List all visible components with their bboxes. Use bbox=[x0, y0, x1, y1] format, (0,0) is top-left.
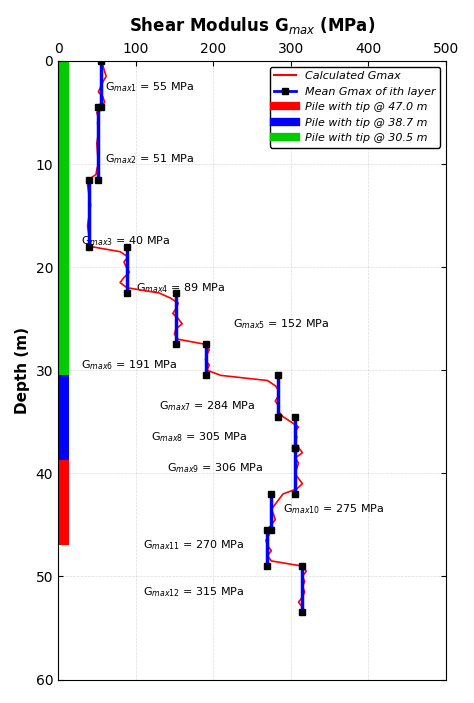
Text: G$_{max11}$ = 270 MPa: G$_{max11}$ = 270 MPa bbox=[143, 538, 245, 553]
Text: G$_{max2}$ = 51 MPa: G$_{max2}$ = 51 MPa bbox=[105, 152, 194, 166]
Text: G$_{max4}$ = 89 MPa: G$_{max4}$ = 89 MPa bbox=[136, 281, 225, 295]
Text: G$_{max6}$ = 191 MPa: G$_{max6}$ = 191 MPa bbox=[82, 359, 178, 372]
Text: G$_{max3}$ = 40 MPa: G$_{max3}$ = 40 MPa bbox=[82, 235, 171, 248]
Y-axis label: Depth (m): Depth (m) bbox=[15, 327, 30, 414]
Bar bbox=[58, 460, 69, 546]
Text: G$_{max5}$ = 152 MPa: G$_{max5}$ = 152 MPa bbox=[233, 317, 329, 330]
Text: G$_{max9}$ = 306 MPa: G$_{max9}$ = 306 MPa bbox=[167, 461, 263, 475]
Text: G$_{max8}$ = 305 MPa: G$_{max8}$ = 305 MPa bbox=[151, 430, 247, 444]
Text: G$_{max12}$ = 315 MPa: G$_{max12}$ = 315 MPa bbox=[143, 585, 245, 599]
Text: G$_{max1}$ = 55 MPa: G$_{max1}$ = 55 MPa bbox=[105, 80, 194, 93]
Bar bbox=[58, 375, 69, 460]
Legend: Calculated Gmax, Mean Gmax of ith layer, Pile with tip @ 47.0 m, Pile with tip @: Calculated Gmax, Mean Gmax of ith layer,… bbox=[270, 67, 440, 148]
Text: G$_{max10}$ = 275 MPa: G$_{max10}$ = 275 MPa bbox=[283, 503, 384, 516]
Text: G$_{max7}$ = 284 MPa: G$_{max7}$ = 284 MPa bbox=[159, 399, 255, 413]
Bar bbox=[58, 61, 69, 375]
Title: Shear Modulus G$_{max}$ (MPa): Shear Modulus G$_{max}$ (MPa) bbox=[129, 15, 375, 36]
